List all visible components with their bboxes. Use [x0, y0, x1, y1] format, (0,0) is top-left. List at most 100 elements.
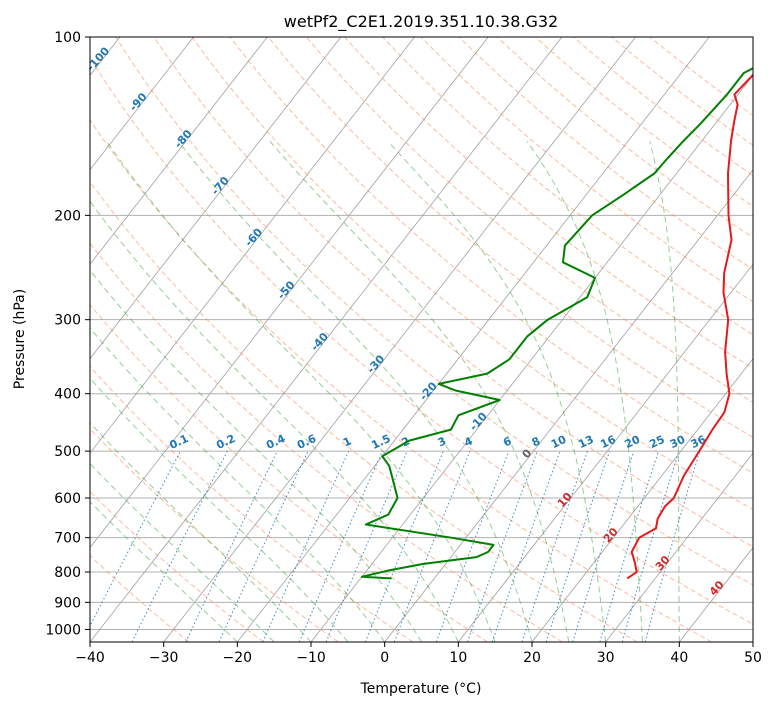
isotherm [531, 358, 753, 642]
isotherm [90, 37, 194, 171]
moist-adiabat [90, 200, 459, 642]
isotherm [458, 263, 753, 642]
x-tick-label: 10 [449, 650, 467, 666]
y-axis-label: Pressure (hPa) [12, 289, 28, 389]
y-tick-label: 400 [54, 387, 81, 403]
mixing-ratio-line [325, 450, 408, 642]
moist-adiabat [90, 377, 349, 642]
mixing-ratio-label: 4 [462, 434, 475, 449]
moist-adiabat [106, 141, 496, 642]
mixing-ratio-label: 1 [341, 434, 353, 449]
mixing-ratio-line [90, 450, 181, 628]
moist-adiabat [90, 327, 386, 642]
mixing-ratio-label: 16 [598, 433, 618, 451]
y-tick-label: 800 [54, 565, 81, 581]
dry-adiabat [90, 181, 638, 642]
x-tick-label: −40 [75, 650, 105, 666]
dry-adiabat [90, 490, 264, 642]
isotherm-label: -80 [172, 127, 195, 151]
mixing-ratio-label: 25 [647, 433, 666, 451]
mixing-ratio-line [644, 450, 701, 642]
mixing-ratio-line [185, 450, 278, 642]
isotherm [90, 37, 563, 642]
isotherm-label: -10 [467, 410, 490, 434]
isotherm [384, 169, 753, 642]
mixing-ratio-line [572, 450, 635, 642]
mixing-ratio-label: 20 [623, 433, 643, 451]
isotherm [90, 37, 489, 549]
dewpoint-profile-line [360, 67, 753, 580]
y-tick-label: 700 [54, 531, 81, 547]
moist-adiabat [387, 140, 607, 642]
mixing-ratio-label: 0.2 [214, 432, 237, 452]
x-tick-label: 40 [670, 650, 688, 666]
y-tick-label: 600 [54, 491, 81, 507]
x-tick-label: −30 [149, 650, 179, 666]
isotherm-label: 10 [555, 490, 575, 510]
dry-adiabat [115, 37, 753, 586]
mixing-ratio-label: 6 [501, 434, 514, 449]
isotherm [237, 37, 710, 642]
mixing-ratio-line [621, 450, 680, 642]
isotherm [752, 641, 753, 642]
dry-adiabat [420, 37, 753, 303]
isotherm [605, 452, 753, 642]
profiles [360, 67, 753, 580]
isotherm-label: -20 [417, 379, 440, 403]
dry-adiabat [153, 37, 753, 548]
mixing-ratio-line [131, 450, 228, 642]
x-tick-label: 50 [744, 650, 762, 666]
dry-adiabat [534, 37, 753, 207]
mixing-ratio-line [364, 450, 444, 642]
dry-adiabat [90, 554, 190, 642]
dry-adiabat [382, 37, 753, 336]
mixing-ratio-line [467, 450, 538, 642]
moist-adiabat [90, 422, 312, 642]
mixing-ratio-label: 3 [436, 434, 448, 449]
isotherm [90, 37, 415, 454]
moist-adiabat [90, 269, 422, 642]
dry-adiabat [191, 37, 753, 511]
mixing-ratio-line [521, 450, 588, 642]
moist-adiabat [269, 140, 570, 642]
mixing-ratio-line [545, 450, 611, 642]
mixing-ratio-line [298, 450, 383, 642]
y-tick-label: 500 [54, 444, 81, 460]
dry-adiabat [90, 365, 414, 642]
y-axis-ticks: 100 200 300 400 500 600 700 800 900 1000 [45, 30, 90, 638]
isotherm [310, 74, 753, 642]
mixing-ratio-line [218, 450, 309, 642]
mixing-ratio-line [262, 450, 350, 642]
y-tick-label: 300 [54, 313, 81, 329]
x-tick-label: 30 [597, 650, 615, 666]
isotherm-label: 30 [653, 553, 673, 573]
isotherm [90, 37, 342, 360]
dry-adiabat [305, 37, 753, 403]
mixing-ratio-line [393, 450, 471, 642]
dry-adiabat [90, 56, 753, 625]
isotherm-label: -100 [84, 44, 112, 73]
mixing-ratio-label: 36 [689, 433, 709, 451]
y-tick-label: 1000 [45, 622, 81, 638]
moist-adiabat [649, 141, 680, 642]
isotherm [163, 37, 636, 642]
background-lines [90, 37, 753, 642]
isotherm-label: -90 [127, 90, 150, 114]
y-tick-label: 900 [54, 595, 81, 611]
mixing-ratio-label: 10 [549, 433, 569, 451]
x-axis-label: Temperature (°C) [360, 681, 482, 697]
dry-adiabat [90, 242, 563, 642]
mixing-ratio-label: 0.4 [264, 432, 287, 452]
moist-adiabat [178, 140, 533, 642]
mixing-ratio-line [435, 450, 510, 642]
temperature-profile-line [626, 73, 753, 580]
isotherm [90, 37, 268, 265]
isotherm-label: 40 [707, 578, 727, 598]
dry-adiabat [573, 37, 753, 177]
dry-adiabat [90, 119, 712, 642]
mixing-ratio-label: 0.1 [167, 432, 190, 452]
moist-adiabat [526, 141, 643, 642]
x-tick-label: −10 [296, 650, 326, 666]
